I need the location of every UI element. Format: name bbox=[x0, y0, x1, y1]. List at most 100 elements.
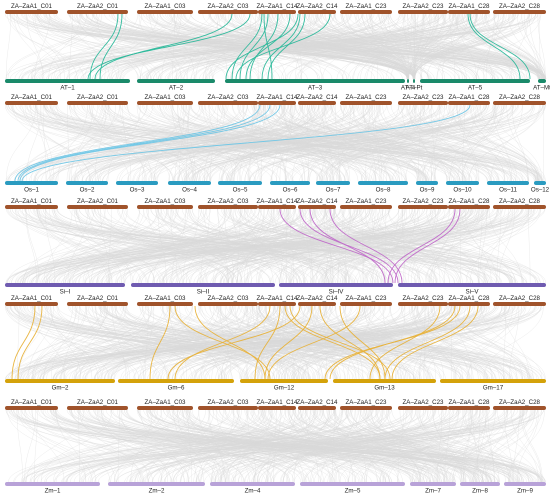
synteny-link bbox=[352, 104, 387, 182]
za-chromosome-za-zaa1-c23 bbox=[340, 101, 392, 105]
synteny-link bbox=[490, 104, 523, 182]
synteny-link bbox=[232, 409, 421, 483]
za-chromosome-za-zaa2-c23 bbox=[398, 406, 448, 410]
synteny-link bbox=[25, 104, 369, 182]
synteny-link bbox=[142, 104, 397, 182]
synteny-link bbox=[71, 409, 223, 483]
synteny-link bbox=[280, 104, 431, 182]
synteny-link bbox=[111, 305, 374, 380]
synteny-link bbox=[71, 409, 349, 483]
za-chromosome-za-zaa2-c01 bbox=[67, 302, 128, 306]
synteny-link bbox=[322, 13, 509, 80]
synteny-link bbox=[182, 409, 219, 483]
za-chromosome-za-zaa1-c28 bbox=[448, 205, 490, 209]
highlighted-link bbox=[14, 104, 261, 182]
synteny-link bbox=[18, 305, 47, 380]
foxtail-millet-chromosome-si-ii bbox=[131, 283, 275, 287]
za-chromosome-label: ZA–ZaA1_C28 bbox=[449, 94, 490, 101]
synteny-link bbox=[233, 409, 441, 483]
synteny-link bbox=[171, 208, 384, 284]
synteny-link bbox=[166, 13, 504, 80]
synteny-link bbox=[8, 104, 206, 182]
synteny-link bbox=[6, 305, 136, 380]
synteny-link bbox=[119, 305, 321, 380]
za-chromosome-label: ZA–ZaA2_C28 bbox=[499, 295, 540, 302]
synteny-link bbox=[537, 13, 546, 80]
synteny-link bbox=[260, 13, 492, 80]
synteny-link bbox=[467, 305, 514, 380]
synteny-link bbox=[198, 409, 231, 483]
synteny-link bbox=[224, 305, 259, 380]
synteny-link bbox=[212, 208, 260, 284]
za-chromosome-za-zaa2-c14 bbox=[298, 406, 336, 410]
synteny-link bbox=[46, 104, 540, 182]
synteny-link bbox=[293, 409, 488, 483]
synteny-link bbox=[122, 104, 132, 182]
synteny-link bbox=[146, 104, 546, 182]
synteny-link bbox=[56, 13, 498, 80]
chromosome-labels: ZA–ZaA1_C01 ZA–ZaA2_C01 ZA–ZaA1_C03 ZA–ZaA2… bbox=[11, 3, 550, 495]
highlighted-link bbox=[235, 13, 331, 80]
synteny-link bbox=[379, 13, 409, 80]
partner-chromosome-label: Os–10 bbox=[453, 187, 472, 194]
synteny-link bbox=[158, 409, 304, 483]
highlighted-link bbox=[174, 305, 271, 380]
synteny-link bbox=[68, 208, 291, 284]
synteny-link bbox=[358, 13, 414, 80]
synteny-link bbox=[101, 409, 393, 483]
synteny-link bbox=[307, 13, 546, 80]
za-chromosome-label: ZA–ZaA1_C28 bbox=[449, 295, 490, 302]
synteny-link bbox=[167, 305, 525, 380]
synteny-link bbox=[238, 208, 510, 284]
synteny-link bbox=[157, 104, 285, 182]
rice-chromosome-os-3 bbox=[116, 181, 158, 185]
synteny-link bbox=[400, 104, 542, 182]
za-chromosome-za-zaa1-c28 bbox=[448, 406, 490, 410]
partner-chromosome-label: Gm–12 bbox=[274, 385, 295, 392]
synteny-link bbox=[332, 409, 335, 483]
partner-chromosome-label: Gm–2 bbox=[52, 385, 69, 392]
synteny-link bbox=[301, 305, 471, 380]
synteny-link bbox=[264, 13, 542, 80]
rice-chromosome-os-6 bbox=[270, 181, 310, 185]
synteny-link bbox=[237, 104, 377, 182]
synteny-link bbox=[101, 409, 149, 483]
synteny-link bbox=[251, 305, 497, 380]
synteny-link bbox=[370, 13, 413, 80]
highlighted-link bbox=[324, 305, 461, 380]
synteny-link bbox=[51, 13, 216, 80]
synteny-link bbox=[20, 104, 230, 182]
highlighted-link bbox=[391, 305, 479, 380]
soybean-chromosome-gm-17 bbox=[440, 379, 546, 383]
synteny-link bbox=[430, 208, 455, 284]
synteny-link bbox=[235, 305, 262, 380]
chromosome-bars bbox=[5, 10, 546, 486]
synteny-link bbox=[45, 208, 56, 284]
synteny-link bbox=[48, 13, 401, 80]
synteny-link bbox=[126, 409, 415, 483]
synteny-link bbox=[477, 409, 481, 483]
synteny-link bbox=[124, 305, 494, 380]
synteny-link bbox=[49, 104, 383, 182]
synteny-link bbox=[17, 208, 147, 284]
synteny-link bbox=[40, 409, 511, 483]
synteny-link bbox=[31, 305, 519, 380]
synteny-link bbox=[326, 208, 335, 284]
highlighted-link bbox=[249, 13, 279, 80]
za-chromosome-za-zaa1-c01 bbox=[5, 101, 58, 105]
synteny-link bbox=[261, 13, 408, 80]
synteny-link bbox=[142, 13, 519, 80]
synteny-link bbox=[185, 104, 405, 182]
synteny-link bbox=[124, 409, 544, 483]
synteny-link bbox=[236, 409, 489, 483]
synteny-link bbox=[27, 13, 286, 80]
synteny-link bbox=[319, 104, 543, 182]
synteny-link bbox=[115, 13, 276, 80]
za-chromosome-za-zaa2-c28 bbox=[493, 302, 546, 306]
highlighted-link bbox=[319, 305, 381, 380]
synteny-link bbox=[340, 104, 508, 182]
synteny-link bbox=[363, 208, 536, 284]
synteny-link bbox=[44, 104, 408, 182]
synteny-link bbox=[366, 13, 415, 80]
